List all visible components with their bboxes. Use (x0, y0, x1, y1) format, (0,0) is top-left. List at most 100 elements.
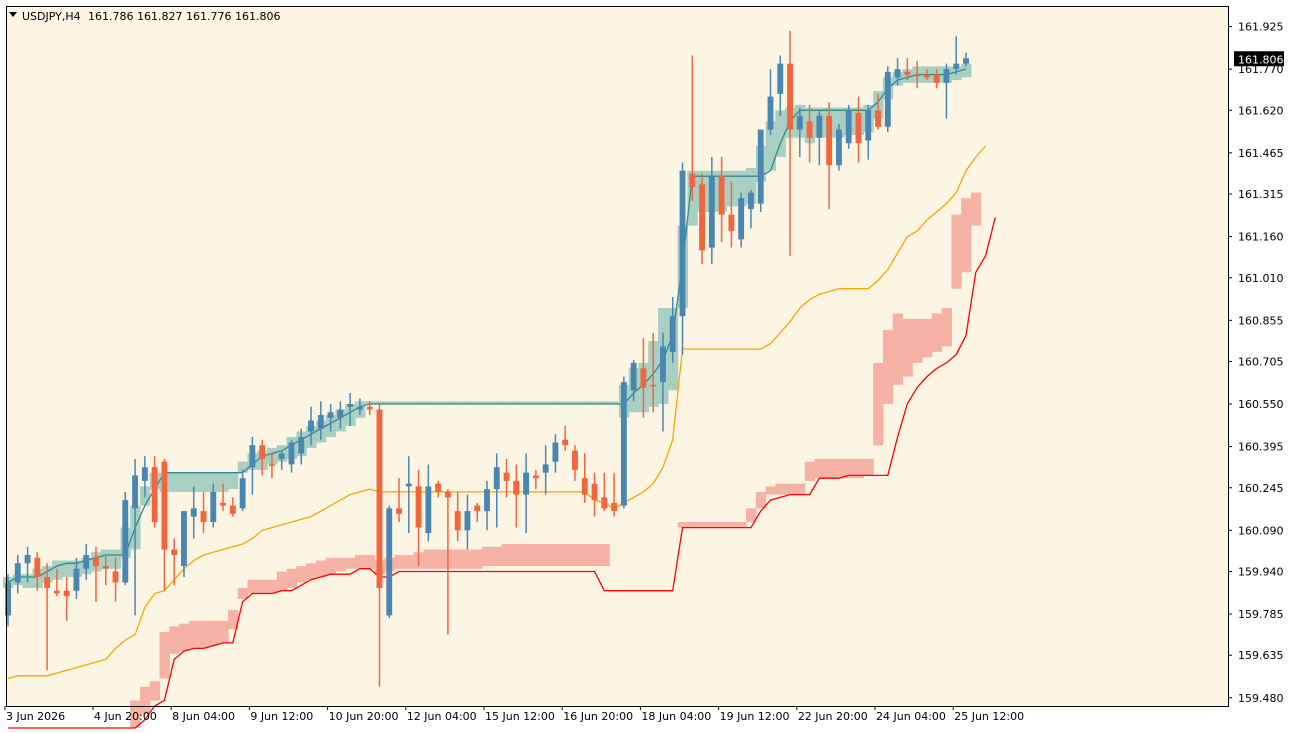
current-price-value: 161.806 (1238, 53, 1284, 66)
lower-cloud-segment (315, 560, 327, 577)
candle-body (220, 502, 226, 506)
candle-body (239, 478, 246, 509)
candle-layer (5, 30, 969, 687)
candle-body (581, 478, 588, 495)
x-tick-label: 19 Jun 12:00 (720, 710, 790, 723)
upper-cloud-segment (775, 110, 786, 157)
candle-body (503, 472, 510, 481)
upper-cloud-segment (237, 461, 249, 473)
lower-cloud-segment (188, 620, 200, 649)
upper-cloud-segment (472, 401, 483, 405)
lower-cloud-segment (599, 544, 610, 566)
lower-cloud-segment (139, 686, 151, 715)
candle-body (787, 63, 793, 130)
lower-cloud-segment (364, 555, 376, 569)
candle-body (816, 115, 823, 138)
lower-cloud-segment (560, 544, 571, 566)
lower-cloud-segment (423, 549, 434, 569)
candle-body (396, 508, 402, 514)
y-tick-label: 159.480 (1238, 692, 1284, 705)
candle-body (278, 453, 285, 459)
lower-cloud-segment (804, 461, 816, 481)
lower-cloud-segment (785, 483, 796, 495)
candle-body (904, 71, 911, 75)
candle-body (102, 566, 109, 569)
upper-cloud-segment (550, 401, 561, 405)
candle-body (298, 436, 305, 454)
candle-body (229, 505, 236, 514)
y-tick-label: 159.785 (1238, 608, 1284, 621)
candle-body (181, 511, 187, 566)
candle-body (464, 511, 471, 531)
lower-cloud-segment (834, 458, 845, 479)
candle-body (679, 170, 686, 317)
upper-cloud-segment (179, 472, 190, 492)
lower-cloud-segment (286, 568, 297, 588)
lower-cloud-segment (824, 458, 835, 479)
candle-body (650, 384, 657, 387)
upper-cloud-segment (736, 170, 747, 207)
candle-body (884, 71, 891, 127)
candle-body (728, 214, 735, 232)
y-tick-label: 161.465 (1238, 147, 1284, 160)
x-tick-label: 9 Jun 12:00 (250, 710, 313, 723)
upper-cloud-segment (501, 401, 513, 405)
upper-cloud-segment (198, 472, 209, 492)
lower-cloud-segment (482, 546, 493, 566)
lower-cloud-segment (941, 307, 952, 347)
candle-body (425, 486, 432, 534)
candle-body (718, 176, 725, 215)
upper-cloud-segment (491, 401, 503, 405)
lower-cloud-segment (579, 544, 591, 566)
upper-cloud-segment (403, 401, 415, 405)
lower-cloud-segment (472, 549, 483, 569)
candle-body (5, 582, 11, 616)
lower-cloud-segment (892, 313, 904, 385)
candle-body (963, 58, 969, 64)
candle-body (317, 415, 324, 429)
candle-body (63, 590, 70, 597)
candle-body (474, 505, 481, 512)
lower-cloud-segment (765, 486, 776, 495)
y-tick-label: 160.090 (1238, 524, 1284, 537)
candle-body (484, 489, 490, 512)
candle-body (894, 69, 901, 78)
lower-cloud-segment (335, 557, 346, 572)
upper-cloud-segment (521, 401, 532, 405)
candle-body (572, 450, 578, 470)
upper-cloud-segment (374, 401, 385, 405)
candle-body (855, 113, 862, 144)
x-tick-label: 15 Jun 12:00 (485, 710, 555, 723)
upper-cloud-segment (746, 167, 757, 204)
candle-body (24, 555, 31, 564)
triangle-down-icon[interactable] (9, 12, 17, 17)
lower-cloud-segment (814, 458, 825, 479)
lower-cloud-segment (403, 555, 415, 569)
candle-body (259, 445, 266, 459)
lower-cloud-segment (276, 571, 288, 591)
candle-body (454, 511, 461, 531)
y-tick-label: 161.315 (1238, 188, 1284, 201)
upper-cloud-segment (570, 401, 581, 405)
upper-cloud-segment (394, 401, 405, 405)
upper-cloud-segment (834, 107, 845, 138)
candle-body (708, 176, 715, 248)
x-tick-label: 22 Jun 20:00 (798, 710, 868, 723)
candle-body (875, 110, 881, 127)
lower-cloud-segment (853, 458, 864, 479)
lower-cloud-segment (794, 483, 806, 495)
upper-cloud-segment (589, 401, 601, 405)
lower-cloud-segment (961, 198, 972, 273)
y-tick-label: 160.395 (1238, 441, 1284, 454)
lower-cloud-segment (149, 681, 161, 701)
lower-cloud-segment (198, 620, 209, 649)
candle-body (376, 409, 383, 588)
lower-cloud-segment (863, 458, 874, 476)
candle-body (210, 491, 217, 523)
candle-body (562, 439, 569, 446)
candle-body (190, 508, 197, 517)
lower-cloud-segment (257, 579, 268, 594)
candle-body (757, 129, 764, 204)
